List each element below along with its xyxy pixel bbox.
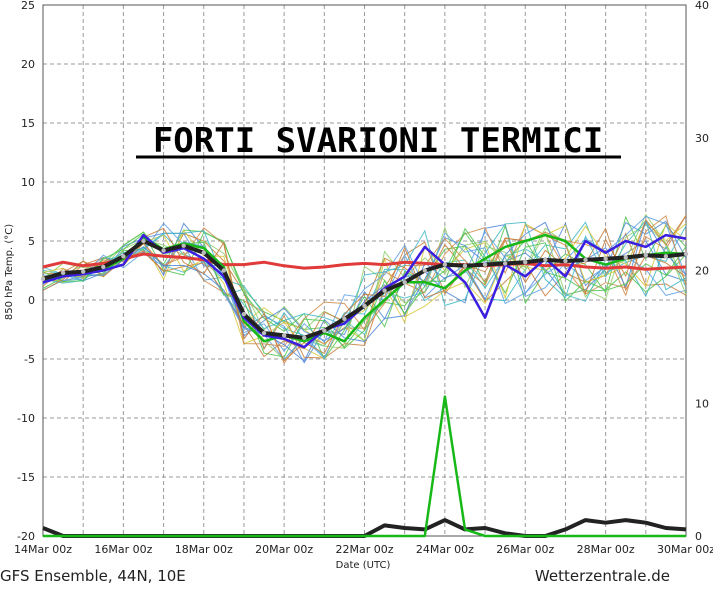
mean-series-point (663, 254, 669, 259)
mean-series-point (261, 330, 267, 336)
mean-series-point (543, 257, 548, 263)
y-tick-label: -20 (17, 530, 35, 543)
x-tick-label: 16Mar 00z (94, 543, 152, 556)
y-tick-label: 5 (28, 235, 35, 248)
mean-series-point (563, 258, 568, 264)
mean-series-point (322, 328, 327, 333)
mean-series-point (643, 252, 649, 258)
x-tick-label: 20Mar 00z (255, 543, 313, 556)
x-tick-label: 22Mar 00z (335, 543, 393, 556)
mean-series-point (462, 263, 468, 268)
mean-series-point (402, 280, 407, 285)
mean-series-point (181, 243, 186, 248)
ensemble-member-line (42, 220, 687, 362)
y-tick-label: -5 (24, 353, 35, 366)
mean-series-point (161, 248, 166, 253)
mean-series-point (302, 335, 307, 340)
mean-series-point (623, 255, 628, 260)
mean-series-point (121, 254, 126, 259)
y-tick-label: 15 (21, 117, 35, 130)
y-tick-label: -15 (17, 471, 35, 484)
mean-series-point (40, 276, 46, 281)
y-tick-label: 20 (21, 58, 35, 71)
y-tick-label: 0 (28, 294, 35, 307)
x-tick-label: 26Mar 00z (496, 543, 554, 556)
mean-series-point (80, 269, 86, 274)
climatology-series-line (42, 252, 687, 271)
footer-source: GFS Ensemble, 44N, 10E (0, 567, 186, 585)
x-tick-label: 28Mar 00z (577, 543, 635, 556)
mean-series-point (382, 288, 387, 293)
footer-site: Wetterzentrale.de (535, 567, 670, 585)
y2-axis-ticks: 0 10 20 30 40 (695, 0, 709, 543)
y-tick-label: 10 (21, 176, 35, 189)
mean-series-point (141, 238, 146, 244)
mean-series-point (502, 261, 508, 266)
mean-series-point (221, 268, 227, 273)
mean-series-point (241, 311, 247, 317)
mean-series-point (60, 270, 66, 276)
y-axis-ticks: -20 -15 -10 -5 0 5 10 15 20 25 (17, 0, 35, 543)
x-tick-label: 30Mar 00z (657, 543, 713, 556)
x-tick-label: 18Mar 00z (175, 543, 233, 556)
mean-series-point (362, 303, 367, 309)
x-axis-title: Date (UTC) (336, 560, 391, 571)
y2-tick-label: 20 (695, 265, 709, 278)
x-axis-ticks: 14Mar 00z 16Mar 00z 18Mar 00z 20Mar 00z 22Ma… (14, 543, 713, 556)
y-tick-label: -10 (17, 412, 35, 425)
x-tick-label: 14Mar 00z (14, 543, 72, 556)
x-tick-label: 24Mar 00z (416, 543, 474, 556)
mean-series-point (523, 260, 528, 265)
y2-tick-label: 30 (695, 132, 709, 145)
y-tick-label: 25 (21, 0, 35, 12)
mean-series-point (603, 256, 608, 261)
mean-series-point (281, 333, 287, 338)
ensemble-member-line (42, 215, 687, 362)
mean-series-point (442, 262, 448, 267)
mean-series-point (101, 264, 106, 270)
y2-tick-label: 10 (695, 397, 709, 410)
mean-series-point (342, 316, 347, 322)
mean-series-point (201, 250, 206, 255)
highlight-series (40, 233, 689, 538)
y2-tick-label: 40 (695, 0, 709, 12)
mean-series-point (583, 257, 588, 263)
mean-series-point (422, 268, 427, 273)
mean-series-point (683, 251, 689, 257)
ensemble-member-line (42, 215, 687, 361)
y2-tick-label: 0 (695, 530, 702, 543)
mean-series-point (482, 262, 488, 267)
headline: FORTI SVARIONI TERMICI (153, 121, 603, 161)
y-axis-title: 850 hPa Temp. (°C) (4, 224, 15, 320)
control-precip-line (43, 395, 686, 538)
